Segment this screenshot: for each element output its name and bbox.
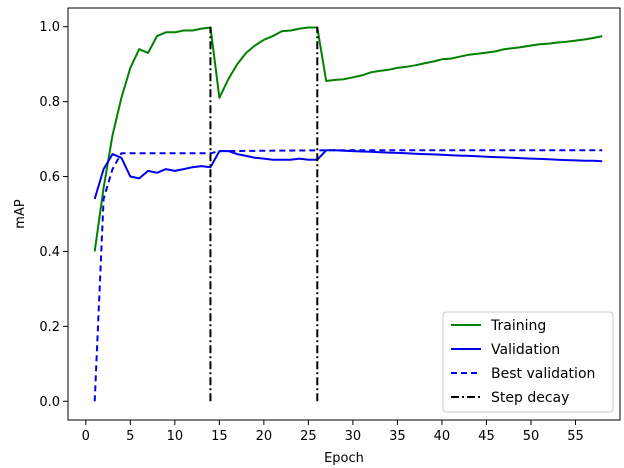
legend-label: Validation [491, 342, 560, 358]
y-axis-label: mAP [13, 199, 28, 229]
legend-label: Step decay [491, 390, 569, 406]
x-tick-label: 45 [478, 429, 495, 444]
x-tick-label: 0 [82, 429, 90, 444]
plot-area [93, 26, 603, 402]
x-tick-label: 15 [211, 429, 228, 444]
x-tick-label: 25 [300, 429, 317, 444]
x-tick-label: 20 [256, 429, 273, 444]
x-axis: 0 5 10 15 20 25 30 35 40 45 50 55 [82, 420, 584, 444]
legend-label: Best validation [491, 366, 595, 382]
y-tick-label: 0.6 [39, 170, 60, 185]
series-line-training [93, 26, 603, 252]
y-tick-label: 1.0 [39, 20, 60, 35]
legend-label: Training [490, 318, 546, 334]
legend-box [442, 311, 614, 413]
x-tick-label: 30 [345, 429, 362, 444]
x-tick-label: 10 [167, 429, 184, 444]
y-tick-label: 0.2 [39, 320, 60, 335]
x-tick-label: 40 [434, 429, 451, 444]
legend: Training Validation Best validation Step de… [442, 311, 614, 413]
y-tick-label: 0.0 [39, 395, 60, 410]
x-tick-label: 35 [389, 429, 406, 444]
y-tick-label: 0.4 [39, 245, 60, 260]
series-line-validation [93, 149, 603, 200]
x-axis-label: Epoch [324, 451, 364, 466]
x-tick-label: 5 [126, 429, 134, 444]
x-tick-label: 50 [523, 429, 540, 444]
y-tick-label: 0.8 [39, 95, 60, 110]
x-tick-label: 55 [567, 429, 584, 444]
y-axis: 0.0 0.2 0.4 0.6 0.8 1.0 [39, 20, 68, 410]
plot-frame [67, 7, 621, 421]
